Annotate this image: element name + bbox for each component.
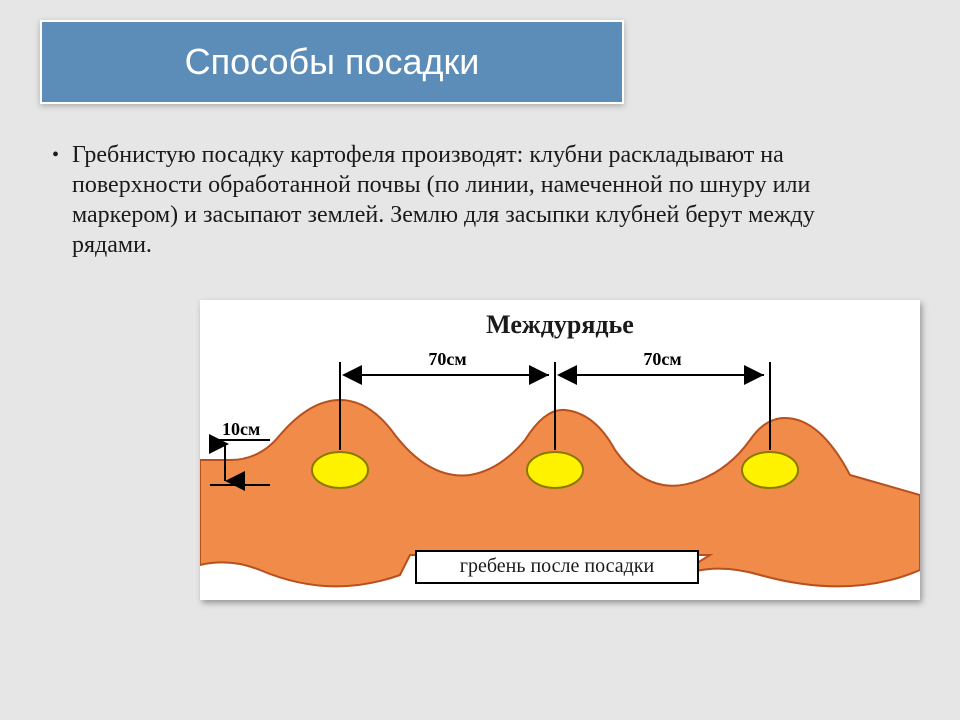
slide-title: Способы посадки bbox=[185, 41, 480, 83]
bullet-icon: • bbox=[52, 143, 59, 168]
tuber-3 bbox=[742, 452, 798, 488]
paragraph: • Гребнистую посадку картофеля производя… bbox=[72, 140, 892, 260]
title-bar: Способы посадки bbox=[40, 20, 624, 104]
span-label-1: 70см bbox=[428, 349, 466, 369]
depth-label: 10см bbox=[222, 419, 260, 439]
tuber-2 bbox=[527, 452, 583, 488]
body-text-block: • Гребнистую посадку картофеля производя… bbox=[72, 140, 892, 260]
span-label-2: 70см bbox=[643, 349, 681, 369]
slide: Способы посадки • Гребнистую посадку кар… bbox=[0, 0, 960, 720]
diagram-title: Междурядье bbox=[200, 310, 920, 340]
diagram-panel: Междурядье 70см 70см 10см гребень после по… bbox=[200, 300, 920, 600]
diagram-caption: гребень после посадки bbox=[415, 550, 699, 584]
tuber-1 bbox=[312, 452, 368, 488]
paragraph-text: Гребнистую посадку картофеля производят:… bbox=[72, 142, 815, 258]
